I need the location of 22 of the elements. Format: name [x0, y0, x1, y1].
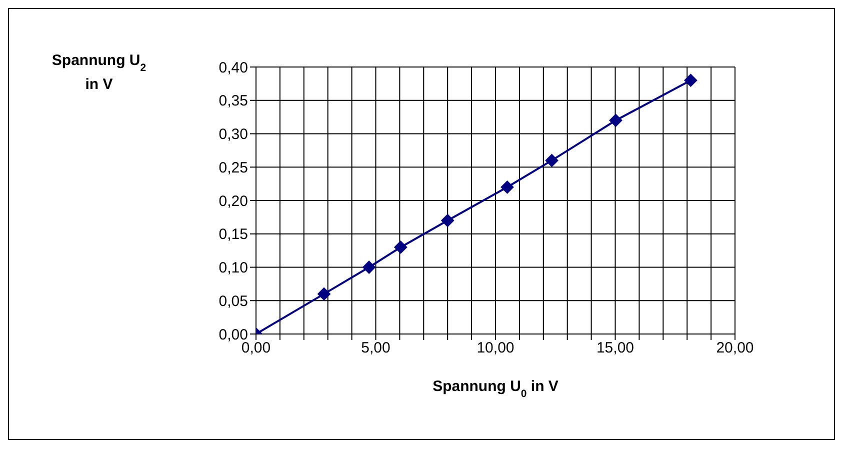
point	[441, 214, 454, 228]
point	[318, 287, 331, 300]
y-tick-label: 0,35	[218, 92, 248, 110]
x-tick-label: 15,00	[596, 340, 634, 357]
point	[609, 114, 622, 127]
y-tick-label: 0,05	[218, 292, 248, 310]
text: Spannung U$_{2}$ in V	[52, 52, 146, 93]
point	[545, 154, 558, 167]
y-tick-label: 0,30	[218, 126, 248, 144]
point	[500, 180, 514, 194]
x-tick-label: 20,00	[716, 340, 754, 357]
y-tick-label: 0,20	[218, 192, 248, 210]
x-tick-label: 10,00	[476, 340, 514, 357]
point	[684, 74, 698, 87]
x-tick-label: 5,00	[361, 340, 390, 357]
y-tick-label: 0,10	[218, 260, 248, 277]
x-axis-title: Spannung U$_{0}$ in V	[432, 378, 558, 400]
y-tick-label: 0,40	[218, 59, 248, 76]
y-tick-label: 0,15	[218, 226, 248, 244]
point	[394, 240, 408, 254]
point	[362, 260, 376, 274]
y-tick-label: 0,25	[218, 159, 248, 176]
